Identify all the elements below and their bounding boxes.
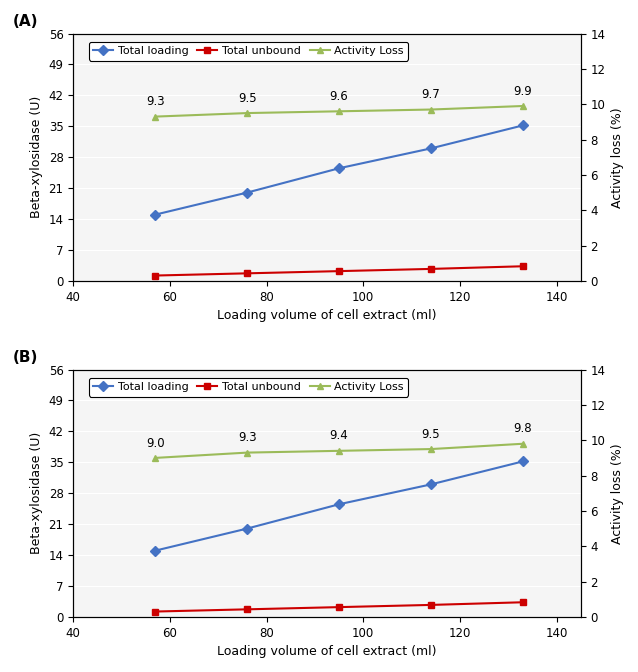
Total unbound <box>244 269 251 278</box>
Legend: Total loading, Total unbound, Activity Loss: Total loading, Total unbound, Activity L… <box>89 42 408 60</box>
Total loading <box>152 210 160 218</box>
Y-axis label: Activity loss (%): Activity loss (%) <box>611 107 624 208</box>
Line: Total loading: Total loading <box>152 458 526 554</box>
Text: 9.3: 9.3 <box>238 431 256 444</box>
Line: Activity Loss: Activity Loss <box>152 440 526 462</box>
Total unbound <box>336 267 343 275</box>
Activity Loss <box>519 439 526 448</box>
Total loading <box>244 189 251 197</box>
Y-axis label: Beta-xylosidase (U): Beta-xylosidase (U) <box>30 432 43 554</box>
Text: (B): (B) <box>12 349 38 365</box>
Activity Loss <box>152 113 160 121</box>
Text: 9.6: 9.6 <box>330 90 348 103</box>
Text: (A): (A) <box>12 13 38 29</box>
Y-axis label: Beta-xylosidase (U): Beta-xylosidase (U) <box>30 96 43 218</box>
Text: 9.5: 9.5 <box>238 92 256 105</box>
Activity Loss <box>152 454 160 462</box>
Text: 9.5: 9.5 <box>422 428 440 441</box>
X-axis label: Loading volume of cell extract (ml): Loading volume of cell extract (ml) <box>218 309 437 322</box>
Activity Loss <box>427 106 434 114</box>
Total loading <box>244 525 251 533</box>
Activity Loss <box>336 447 343 455</box>
Total unbound <box>152 271 160 280</box>
Activity Loss <box>427 445 434 453</box>
Total loading <box>336 164 343 172</box>
Total unbound <box>152 607 160 616</box>
Activity Loss <box>519 102 526 110</box>
Total unbound <box>519 598 526 606</box>
Total unbound <box>336 603 343 611</box>
Line: Activity Loss: Activity Loss <box>152 103 526 120</box>
Activity Loss <box>244 449 251 457</box>
Line: Total unbound: Total unbound <box>152 263 526 279</box>
Text: 9.0: 9.0 <box>146 437 165 450</box>
Total unbound <box>519 262 526 270</box>
Text: 9.8: 9.8 <box>514 423 532 435</box>
X-axis label: Loading volume of cell extract (ml): Loading volume of cell extract (ml) <box>218 645 437 658</box>
Total loading <box>427 144 434 153</box>
Total unbound <box>427 601 434 609</box>
Total unbound <box>427 265 434 273</box>
Total loading <box>152 546 160 554</box>
Legend: Total loading, Total unbound, Activity Loss: Total loading, Total unbound, Activity L… <box>89 378 408 396</box>
Y-axis label: Activity loss (%): Activity loss (%) <box>611 443 624 544</box>
Activity Loss <box>336 108 343 116</box>
Text: 9.7: 9.7 <box>422 88 440 101</box>
Line: Total loading: Total loading <box>152 122 526 218</box>
Total unbound <box>244 605 251 614</box>
Text: 9.4: 9.4 <box>330 429 348 442</box>
Line: Total unbound: Total unbound <box>152 599 526 615</box>
Total loading <box>519 122 526 130</box>
Total loading <box>519 458 526 466</box>
Activity Loss <box>244 109 251 117</box>
Total loading <box>336 500 343 508</box>
Text: 9.3: 9.3 <box>146 95 165 108</box>
Total loading <box>427 480 434 489</box>
Text: 9.9: 9.9 <box>514 85 532 97</box>
